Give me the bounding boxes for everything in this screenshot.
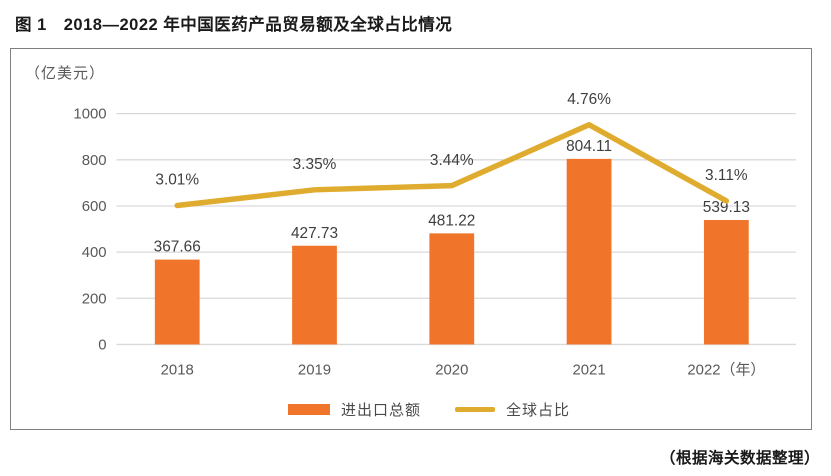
chart-plot: 0 200 400 600 800 1000 367.66 427.73 481.22 804.1…: [73, 91, 796, 378]
bar-2021: [566, 158, 612, 345]
y-tick-label: 400: [82, 244, 107, 261]
legend: 进出口总额 全球占比: [29, 398, 829, 420]
y-tick-label: 600: [82, 198, 107, 215]
y-tick-label: 800: [82, 152, 107, 169]
bar-value-label: 367.66: [154, 239, 201, 256]
pct-label: 4.76%: [567, 91, 611, 108]
bar-value-label: 539.13: [703, 199, 750, 216]
figure-title: 图 1 2018—2022 年中国医药产品贸易额及全球占比情况: [15, 16, 453, 34]
line-series-swatch: [455, 406, 495, 412]
bar-2019: [292, 245, 337, 345]
bar-series-swatch: [287, 403, 330, 415]
x-tick-label: 2021: [572, 361, 605, 378]
pct-label: 3.11%: [705, 167, 748, 184]
source-note: （根据海关数据整理）: [659, 450, 820, 467]
legend-label-bars: 进出口总额: [340, 401, 421, 419]
x-tick-label: 2020: [435, 361, 468, 378]
pct-label: 3.01%: [155, 172, 199, 189]
bar-value-label: 804.11: [566, 138, 612, 155]
bar-value-label: 427.73: [291, 225, 338, 242]
y-tick-label: 1000: [73, 106, 106, 123]
bar-2018: [154, 259, 200, 345]
legend-label-line: 全球占比: [506, 401, 571, 419]
bar-2022（年）: [703, 220, 749, 345]
x-tick-label: 2022（年）: [687, 361, 765, 378]
legend-item-line: 全球占比: [455, 399, 570, 420]
x-tick-label: 2019: [298, 361, 331, 378]
line-series: [174, 122, 730, 209]
pct-label: 3.35%: [293, 156, 337, 173]
x-tick-label: 2018: [161, 361, 194, 378]
bar-value-label: 481.22: [428, 212, 475, 229]
bar-2020: [429, 233, 475, 345]
y-tick-label: 0: [98, 336, 106, 353]
pct-label: 3.44%: [430, 152, 474, 169]
y-axis-unit-label: （亿美元）: [25, 65, 106, 82]
legend-item-bars: 进出口总额: [287, 399, 421, 420]
chart-frame: （亿美元） 0 200 400 600 800 1000 367.66 427.73 481.2…: [10, 48, 812, 430]
y-tick-label: 200: [82, 290, 107, 307]
